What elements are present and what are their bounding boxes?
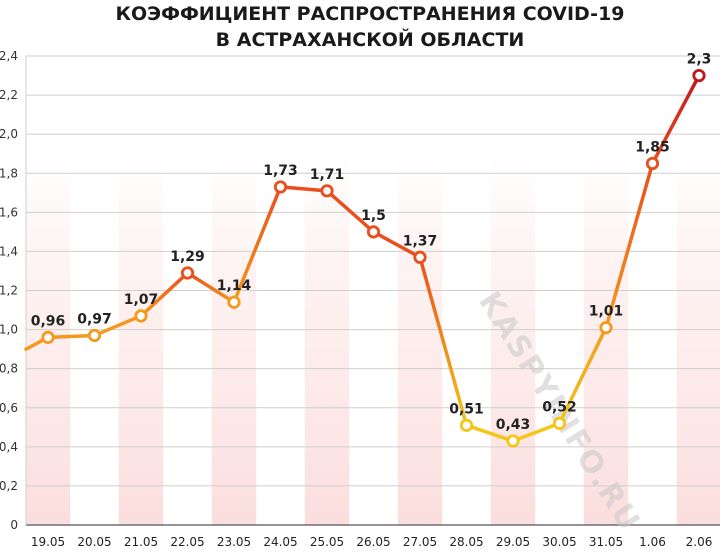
x-tick-label-8: 27.05 (403, 535, 437, 549)
data-point-7 (366, 225, 381, 239)
data-label-11: 0,52 (542, 399, 577, 415)
x-tick-label-6: 25.05 (310, 535, 344, 549)
line-segment-12 (604, 161, 655, 330)
data-point-1 (87, 328, 102, 343)
data-point-14 (692, 68, 706, 83)
x-tick-label-3: 22.05 (170, 535, 204, 549)
data-label-8: 1,37 (403, 233, 438, 249)
data-point-10 (506, 434, 520, 448)
y-tick-label-2: 0,4 (0, 440, 18, 454)
y-tick-label-6: 1,2 (0, 284, 18, 298)
column-stripe-2 (118, 150, 164, 525)
x-tick-label-12: 31.05 (589, 535, 623, 549)
data-point-3 (180, 266, 195, 280)
x-tick-label-13: 1.06 (639, 535, 666, 549)
y-tick-label-7: 1,4 (0, 244, 18, 258)
data-label-2: 1,07 (124, 292, 159, 308)
x-tick-label-9: 28.05 (449, 535, 483, 549)
data-point-6 (320, 184, 334, 198)
series-points (41, 68, 706, 448)
line-segment-1 (92, 314, 143, 338)
data-label-1: 0,97 (77, 311, 112, 327)
data-labels: 0,96 0,97 1,07 1,29 1,14 1,73 1,71 1,5 1,37 0,51 0… (31, 52, 712, 433)
data-label-0: 0,96 (31, 313, 66, 329)
y-tick-label-11: 2,2 (0, 88, 18, 102)
data-label-5: 1,73 (263, 163, 298, 179)
data-label-3: 1,29 (170, 249, 205, 265)
data-label-4: 1,14 (217, 278, 252, 294)
data-point-13 (645, 156, 660, 171)
x-tick-label-5: 24.05 (263, 535, 297, 549)
y-tick-label-4: 0,8 (0, 362, 18, 376)
data-point-0 (41, 330, 55, 344)
data-label-10: 0,43 (496, 417, 531, 433)
chart-title-line-1: КОЭФФИЦИЕНТ РАСПРОСТРАНЕНИЯ COVID-19 (115, 3, 624, 25)
line-segment-5 (278, 185, 329, 193)
y-tick-label-8: 1,6 (0, 205, 18, 219)
data-label-12: 1,01 (589, 304, 624, 320)
data-point-5 (273, 180, 288, 194)
data-label-9: 0,51 (449, 401, 484, 417)
line-segment-8 (418, 255, 469, 428)
data-point-11 (552, 416, 567, 430)
y-tick-label-9: 1,8 (0, 166, 18, 180)
series-line (24, 73, 701, 443)
x-tick-label-10: 29.05 (496, 535, 530, 549)
x-axis (25, 56, 720, 526)
x-tick-label-1: 20.05 (77, 535, 111, 549)
line-segment-13 (650, 73, 701, 166)
line-segment-9 (464, 423, 515, 443)
line-segment-3 (185, 271, 236, 304)
line-segment-4 (232, 185, 283, 304)
line-segment-10 (511, 421, 562, 443)
y-tick-label-10: 2,0 (0, 127, 18, 141)
y-tick-label-0: 0 (10, 518, 18, 532)
x-tick-label-11: 30.05 (542, 535, 576, 549)
line-segment-2 (139, 271, 190, 318)
y-axis-ticks: 0 0,2 0,4 0,6 0,8 1,0 1,2 1,4 1,6 1,8 2,0 2,2 2,4 (0, 49, 18, 532)
data-label-14: 2,3 (687, 52, 712, 68)
x-tick-label-7: 26.05 (356, 535, 390, 549)
line-segment-6 (325, 189, 376, 234)
data-point-8 (413, 250, 427, 264)
column-stripe-14 (676, 150, 720, 525)
y-tick-label-5: 1,0 (0, 323, 18, 337)
data-point-9 (459, 418, 474, 432)
line-segment-7 (371, 230, 422, 260)
data-label-6: 1,71 (310, 167, 345, 183)
column-stripe-4 (211, 150, 257, 525)
data-label-13: 1,85 (635, 139, 670, 155)
x-tick-label-0: 19.05 (31, 535, 65, 549)
x-tick-label-4: 23.05 (217, 535, 251, 549)
x-axis-ticks: 19.05 20.05 21.05 22.05 23.05 24.05 25.05 26.05… (31, 535, 713, 549)
y-tick-label-1: 0,2 (0, 479, 18, 493)
line-segment-0 (46, 333, 97, 340)
data-label-7: 1,5 (361, 208, 386, 224)
y-tick-label-3: 0,6 (0, 401, 18, 415)
data-point-12 (599, 321, 613, 335)
line-segment-11 (557, 325, 608, 426)
data-point-4 (227, 295, 241, 309)
x-tick-label-14: 2.06 (686, 535, 713, 549)
x-tick-label-2: 21.05 (124, 535, 158, 549)
y-tick-label-12: 2,4 (0, 49, 18, 63)
data-point-2 (134, 309, 148, 323)
column-stripe-8 (397, 150, 443, 525)
chart-title-line-2: В АСТРАХАНСКОЙ ОБЛАСТИ (216, 28, 525, 51)
